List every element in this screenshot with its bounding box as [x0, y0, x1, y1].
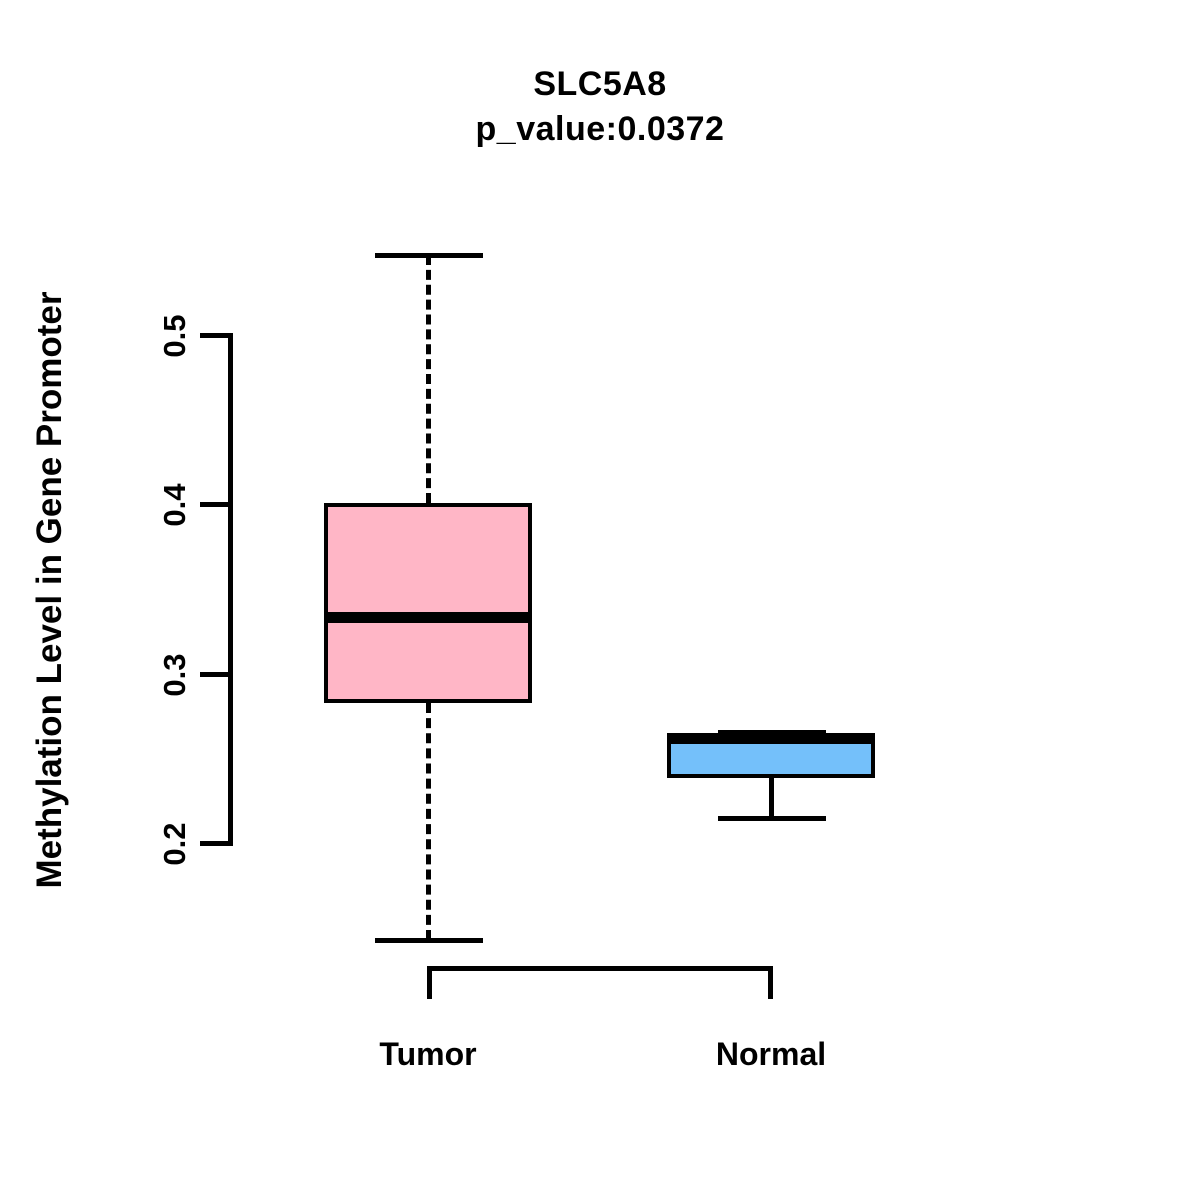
x-axis-line — [427, 966, 773, 971]
tumor-median-line — [324, 612, 532, 623]
y-tick-mark-0.2 — [200, 841, 233, 846]
y-tick-label-0.2: 0.2 — [157, 822, 192, 866]
normal-median-line — [667, 733, 875, 744]
y-tick-label-0.4: 0.4 — [157, 483, 192, 527]
y-axis-line — [228, 333, 233, 843]
x-tick-label-tumor: Tumor — [379, 1036, 477, 1072]
normal-lower-whisker-line — [769, 778, 779, 818]
x-tick-mark-normal — [768, 966, 773, 999]
y-tick-label-0.3: 0.3 — [157, 653, 192, 697]
tumor-upper-whisker-line — [426, 255, 436, 503]
x-tick-mark-tumor — [427, 966, 432, 999]
y-tick-label-0.5: 0.5 — [157, 314, 192, 358]
x-tick-label-normal: Normal — [715, 1036, 827, 1072]
y-axis-label: Methylation Level in Gene Promoter — [30, 291, 69, 889]
y-tick-mark-0.3 — [200, 672, 233, 677]
figure-title-block: SLC5A8 p_value:0.0372 — [0, 62, 1200, 152]
normal-lower-whisker-cap — [718, 816, 826, 821]
tumor-lower-whisker-cap — [375, 938, 483, 943]
tumor-box[interactable] — [324, 503, 532, 703]
y-tick-mark-0.4 — [200, 502, 233, 507]
normal-upper-whisker-cap — [718, 730, 826, 735]
page-title: SLC5A8 — [533, 65, 667, 103]
tumor-lower-whisker-line — [426, 703, 436, 940]
y-tick-mark-0.5 — [200, 333, 233, 338]
figure-subtitle-pvalue: p_value:0.0372 — [475, 110, 725, 148]
